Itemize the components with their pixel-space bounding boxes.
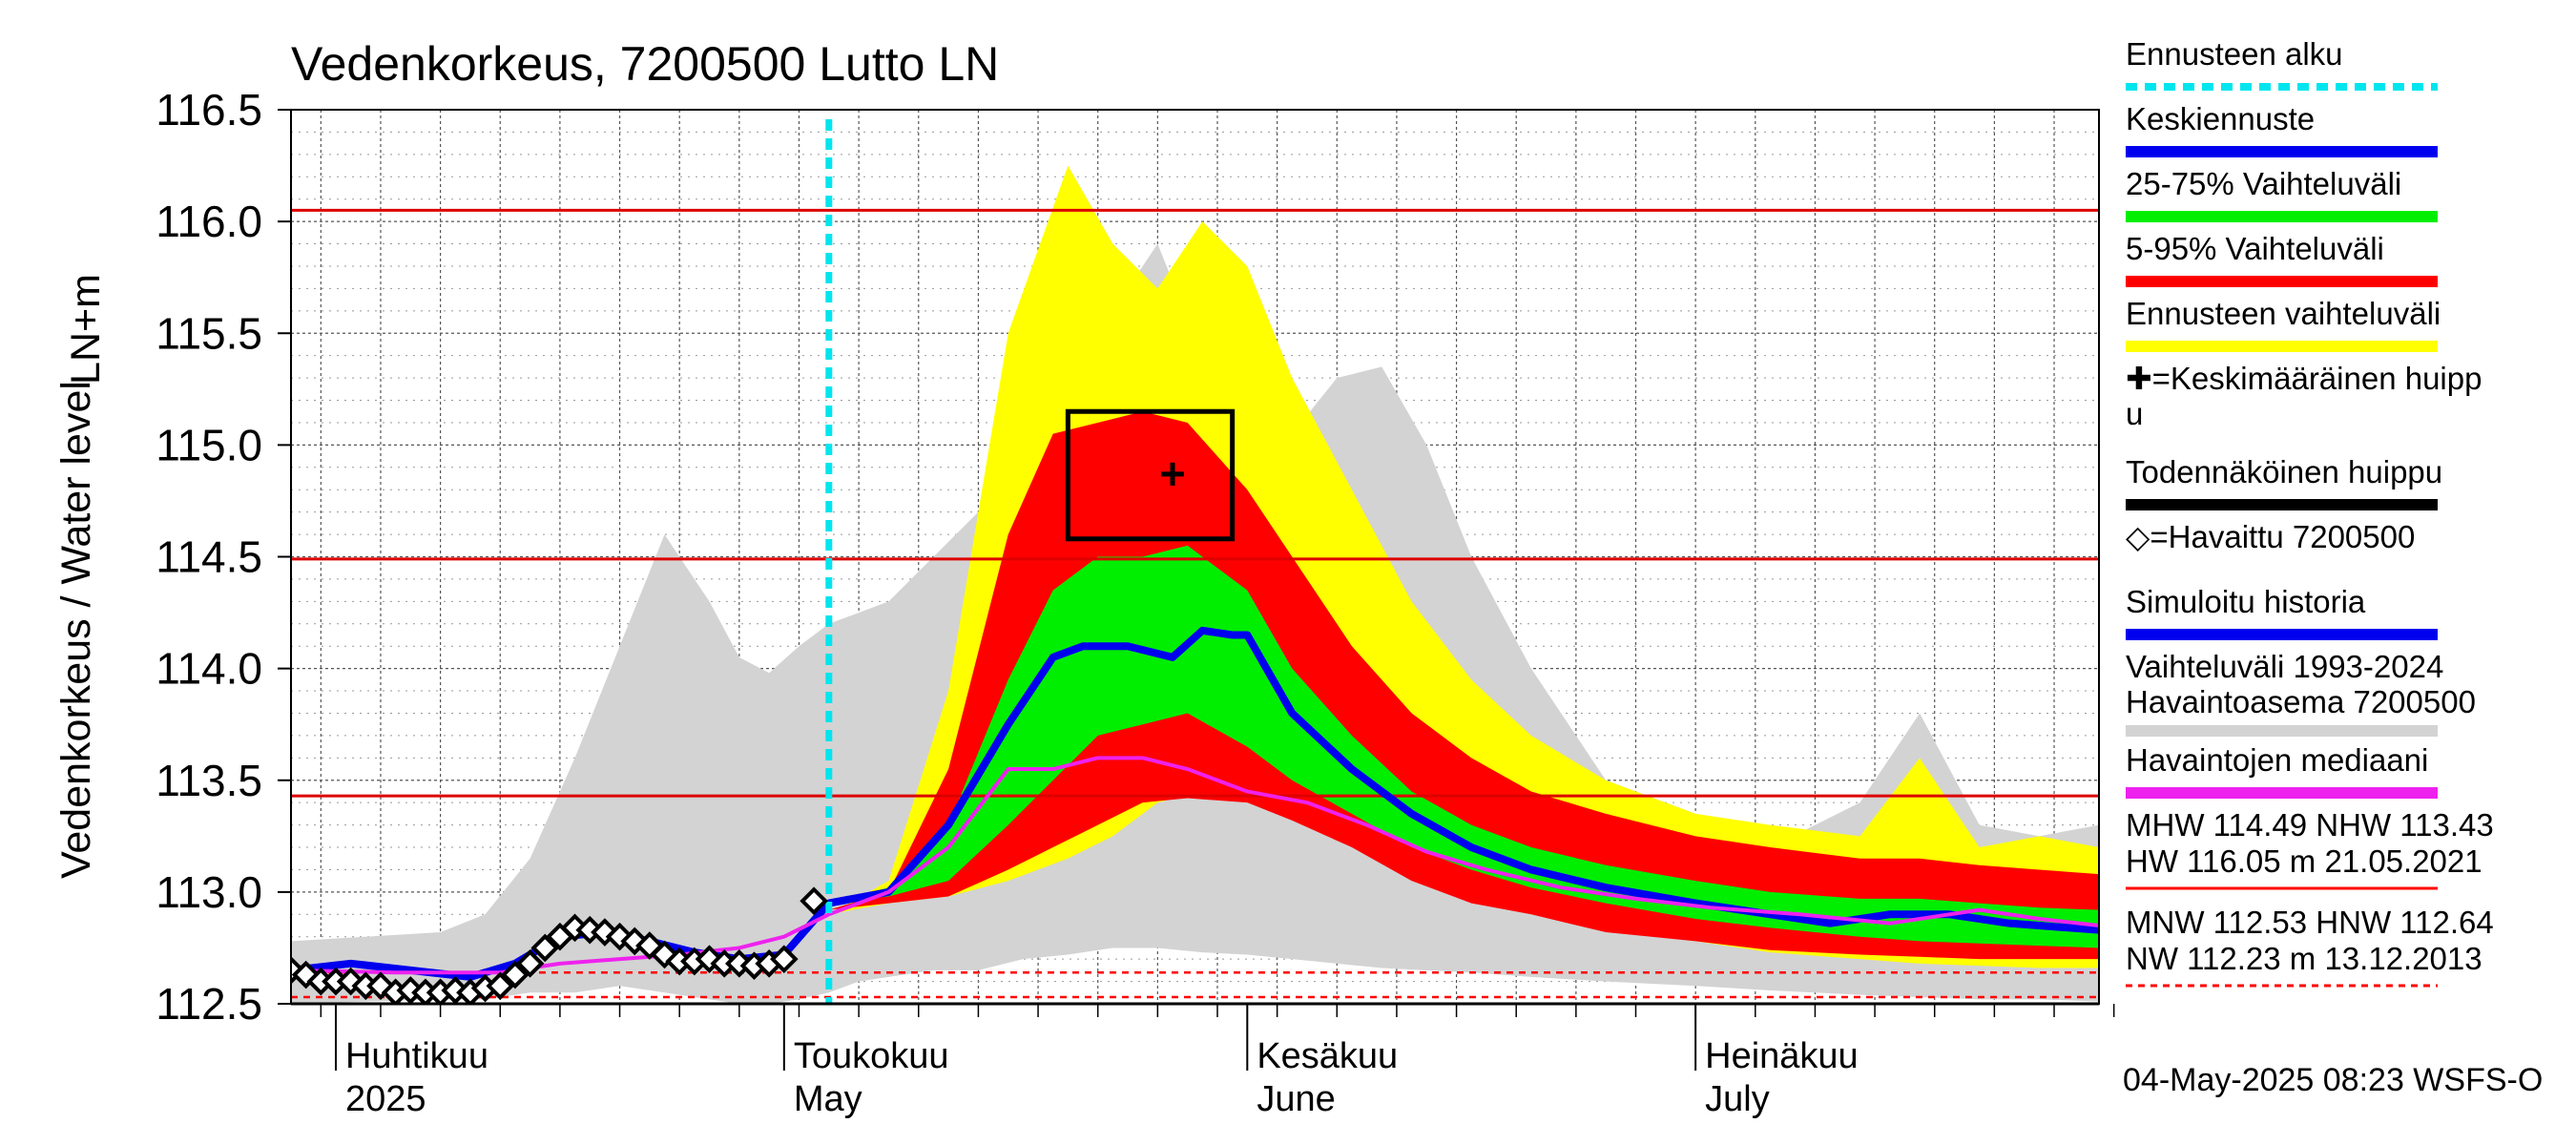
- legend-label: Simuloitu historia: [2126, 584, 2366, 619]
- x-month-label-fi: Huhtikuu: [345, 1036, 488, 1076]
- plot-content: [291, 109, 2099, 1004]
- observed-point: [620, 926, 650, 956]
- legend-label: Ennusteen vaihteluväli: [2126, 296, 2441, 331]
- legend: Ennusteen alku Keskiennuste 25-75% Vaihtel…: [2126, 36, 2482, 799]
- legend-label: Keskiennuste: [2126, 101, 2315, 136]
- y-axis-label: Vedenkorkeus / Water level: [53, 381, 99, 879]
- stats-line: MNW 112.53 HNW 112.64: [2126, 905, 2494, 940]
- y-tick-label: 116.5: [156, 85, 262, 135]
- axes: 112.5 113.0 113.5 114.0 114.5 115.0 115.5 116.0…: [156, 85, 2115, 1119]
- y-tick-label: 115.0: [156, 420, 262, 469]
- legend-label: ◇=Havaittu 7200500: [2126, 519, 2415, 554]
- observed-point: [486, 971, 515, 1001]
- observed-point: [650, 940, 679, 969]
- y-tick-label: 113.0: [156, 867, 262, 917]
- plot-area: [291, 109, 2099, 1004]
- y-tick-label: 113.5: [156, 756, 262, 805]
- footer-timestamp: 04-May-2025 08:23 WSFS-O: [2123, 1062, 2543, 1098]
- probable-peak-box: [1065, 408, 1236, 542]
- y-tick-label: 115.5: [156, 308, 262, 358]
- legend-label: Havaintoasema 7200500: [2126, 684, 2476, 719]
- legend-label: Havaintojen mediaani: [2126, 742, 2428, 778]
- observed-point: [291, 960, 321, 989]
- y-tick-label: 116.0: [156, 197, 262, 246]
- legend-label: Vaihteluväli 1993-2024: [2126, 649, 2443, 684]
- legend-label: Ennusteen alku: [2126, 36, 2343, 72]
- y-tick-label: 114.0: [156, 644, 262, 694]
- legend-label: ✚=Keskimääräinen huipp: [2126, 361, 2482, 396]
- chart-title: Vedenkorkeus, 7200500 Lutto LN: [291, 37, 999, 91]
- observed-point: [501, 960, 530, 989]
- y-tick-label: 114.5: [156, 532, 262, 582]
- y-tick-label: 112.5: [156, 979, 262, 1029]
- x-month-label-en: July: [1705, 1079, 1770, 1119]
- observed-point: [515, 949, 545, 978]
- mean-peak-marker: [1161, 462, 1185, 486]
- legend-label: 25-75% Vaihteluväli: [2126, 166, 2401, 201]
- stats-line: NW 112.23 m 13.12.2013: [2126, 941, 2483, 976]
- observed-point: [800, 886, 828, 916]
- stats-line: HW 116.05 m 21.05.2021: [2126, 843, 2483, 879]
- legend-label: Todennäköinen huippu: [2126, 454, 2442, 489]
- y-axis-label-units: LN+m: [63, 274, 109, 385]
- range-5-95-band: [828, 411, 2099, 960]
- x-month-label-en: 2025: [345, 1079, 426, 1119]
- observed-point: [769, 945, 799, 973]
- x-month-label-fi: Kesäkuu: [1257, 1036, 1398, 1076]
- stats-line: MHW 114.49 NHW 113.43: [2126, 807, 2494, 843]
- x-month-label-en: May: [794, 1079, 862, 1119]
- legend-label: 5-95% Vaihteluväli: [2126, 231, 2384, 266]
- x-month-label-fi: Toukokuu: [794, 1036, 949, 1076]
- observed-point: [366, 971, 395, 1001]
- observed-point: [530, 933, 560, 963]
- x-month-label-fi: Heinäkuu: [1705, 1036, 1859, 1076]
- legend-label: u: [2126, 396, 2143, 431]
- range-25-75-band: [828, 545, 2099, 948]
- x-month-label-en: June: [1257, 1079, 1335, 1119]
